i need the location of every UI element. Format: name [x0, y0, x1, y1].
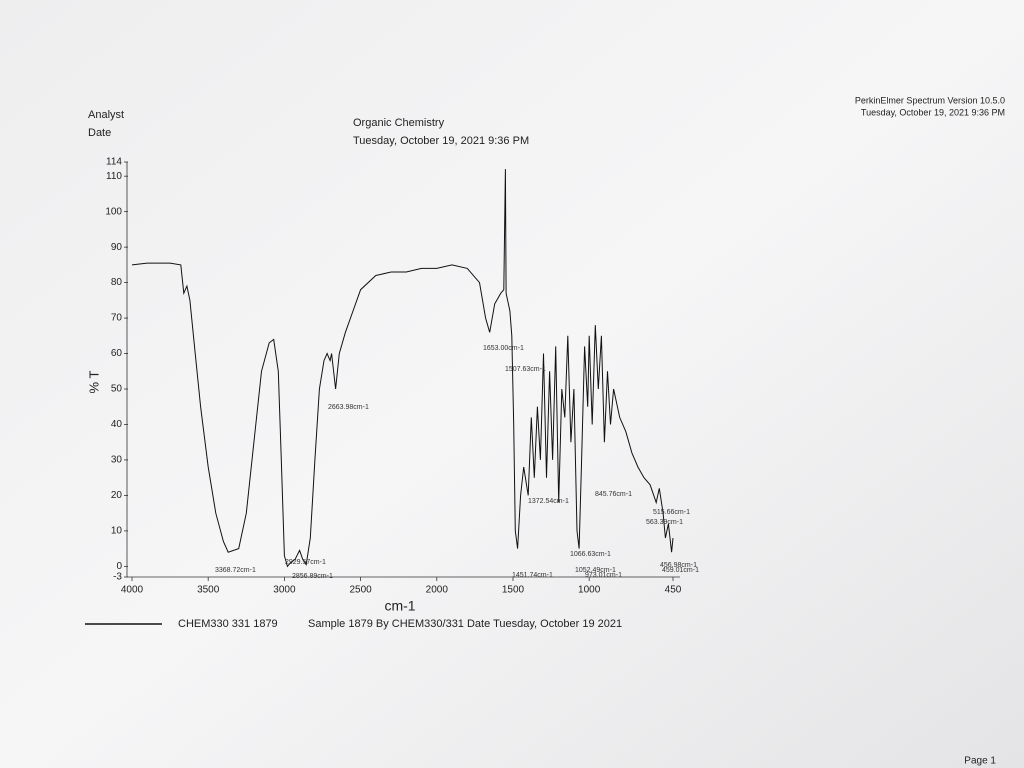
software-version: PerkinElmer Spectrum Version 10.5.0 — [855, 95, 1005, 105]
peak-label: 2929.57cm-1 — [285, 559, 326, 566]
x-tick-label: 450 — [665, 585, 682, 596]
y-tick-label: 50 — [111, 384, 123, 395]
peak-label: 845.76cm-1 — [595, 491, 632, 498]
peak-label: 1066.63cm-1 — [570, 551, 611, 558]
x-tick-label: 2000 — [426, 585, 449, 596]
y-tick-label: -3 — [113, 572, 122, 583]
peak-label: 1507.63cm-1 — [505, 366, 546, 373]
analyst-label: Analyst — [88, 109, 124, 121]
legend-entry: CHEM330 331 1879 — [178, 618, 278, 630]
peak-label: 1653.00cm-1 — [483, 345, 524, 352]
y-tick-label: 60 — [111, 348, 123, 359]
peak-label: 459.01cm-1 — [662, 567, 699, 574]
y-axis-label: % T — [86, 371, 101, 394]
y-tick-label: 10 — [111, 526, 123, 537]
peak-label: 515.66cm-1 — [653, 509, 690, 516]
y-tick-label: 40 — [111, 419, 123, 430]
x-tick-label: 4000 — [121, 585, 144, 596]
y-tick-label: 0 — [116, 561, 122, 572]
spectrum-line — [131, 169, 674, 568]
peak-label: 563.39cm-1 — [646, 519, 683, 526]
peak-label: 456.98cm-1 — [660, 562, 697, 569]
page-number: Page 1 — [964, 756, 996, 767]
date-label: Date — [88, 127, 111, 139]
timestamp: Tuesday, October 19, 2021 9:36 PM — [353, 135, 529, 147]
software-timestamp: Tuesday, October 19, 2021 9:36 PM — [861, 107, 1005, 117]
x-axis-label: cm-1 — [384, 598, 415, 614]
peak-label: 2663.98cm-1 — [328, 404, 369, 411]
peak-label: 3368.72cm-1 — [215, 567, 256, 574]
peak-label: 2856.89cm-1 — [292, 573, 333, 580]
y-tick-label: 80 — [111, 277, 123, 288]
x-tick-label: 1500 — [502, 585, 525, 596]
peak-label: 1372.54cm-1 — [528, 498, 569, 505]
course-title: Organic Chemistry — [353, 117, 445, 129]
x-tick-label: 3500 — [197, 585, 220, 596]
subtitle: Sample 1879 By CHEM330/331 Date Tuesday,… — [308, 618, 622, 630]
peak-label: 1052.49cm-1 — [575, 567, 616, 574]
y-tick-label: 30 — [111, 455, 123, 466]
peak-label: 973.01cm-1 — [585, 572, 622, 579]
y-tick-label: 20 — [111, 490, 123, 501]
y-tick-label: 100 — [105, 206, 122, 217]
x-tick-label: 2500 — [349, 585, 372, 596]
y-tick-label: 114 — [106, 157, 122, 168]
x-tick-label: 1000 — [578, 585, 601, 596]
y-tick-label: 110 — [106, 171, 122, 182]
y-tick-label: 90 — [111, 242, 123, 253]
peak-label: 1451.74cm-1 — [512, 572, 553, 579]
y-tick-label: 70 — [111, 313, 123, 324]
x-tick-label: 3000 — [273, 585, 296, 596]
